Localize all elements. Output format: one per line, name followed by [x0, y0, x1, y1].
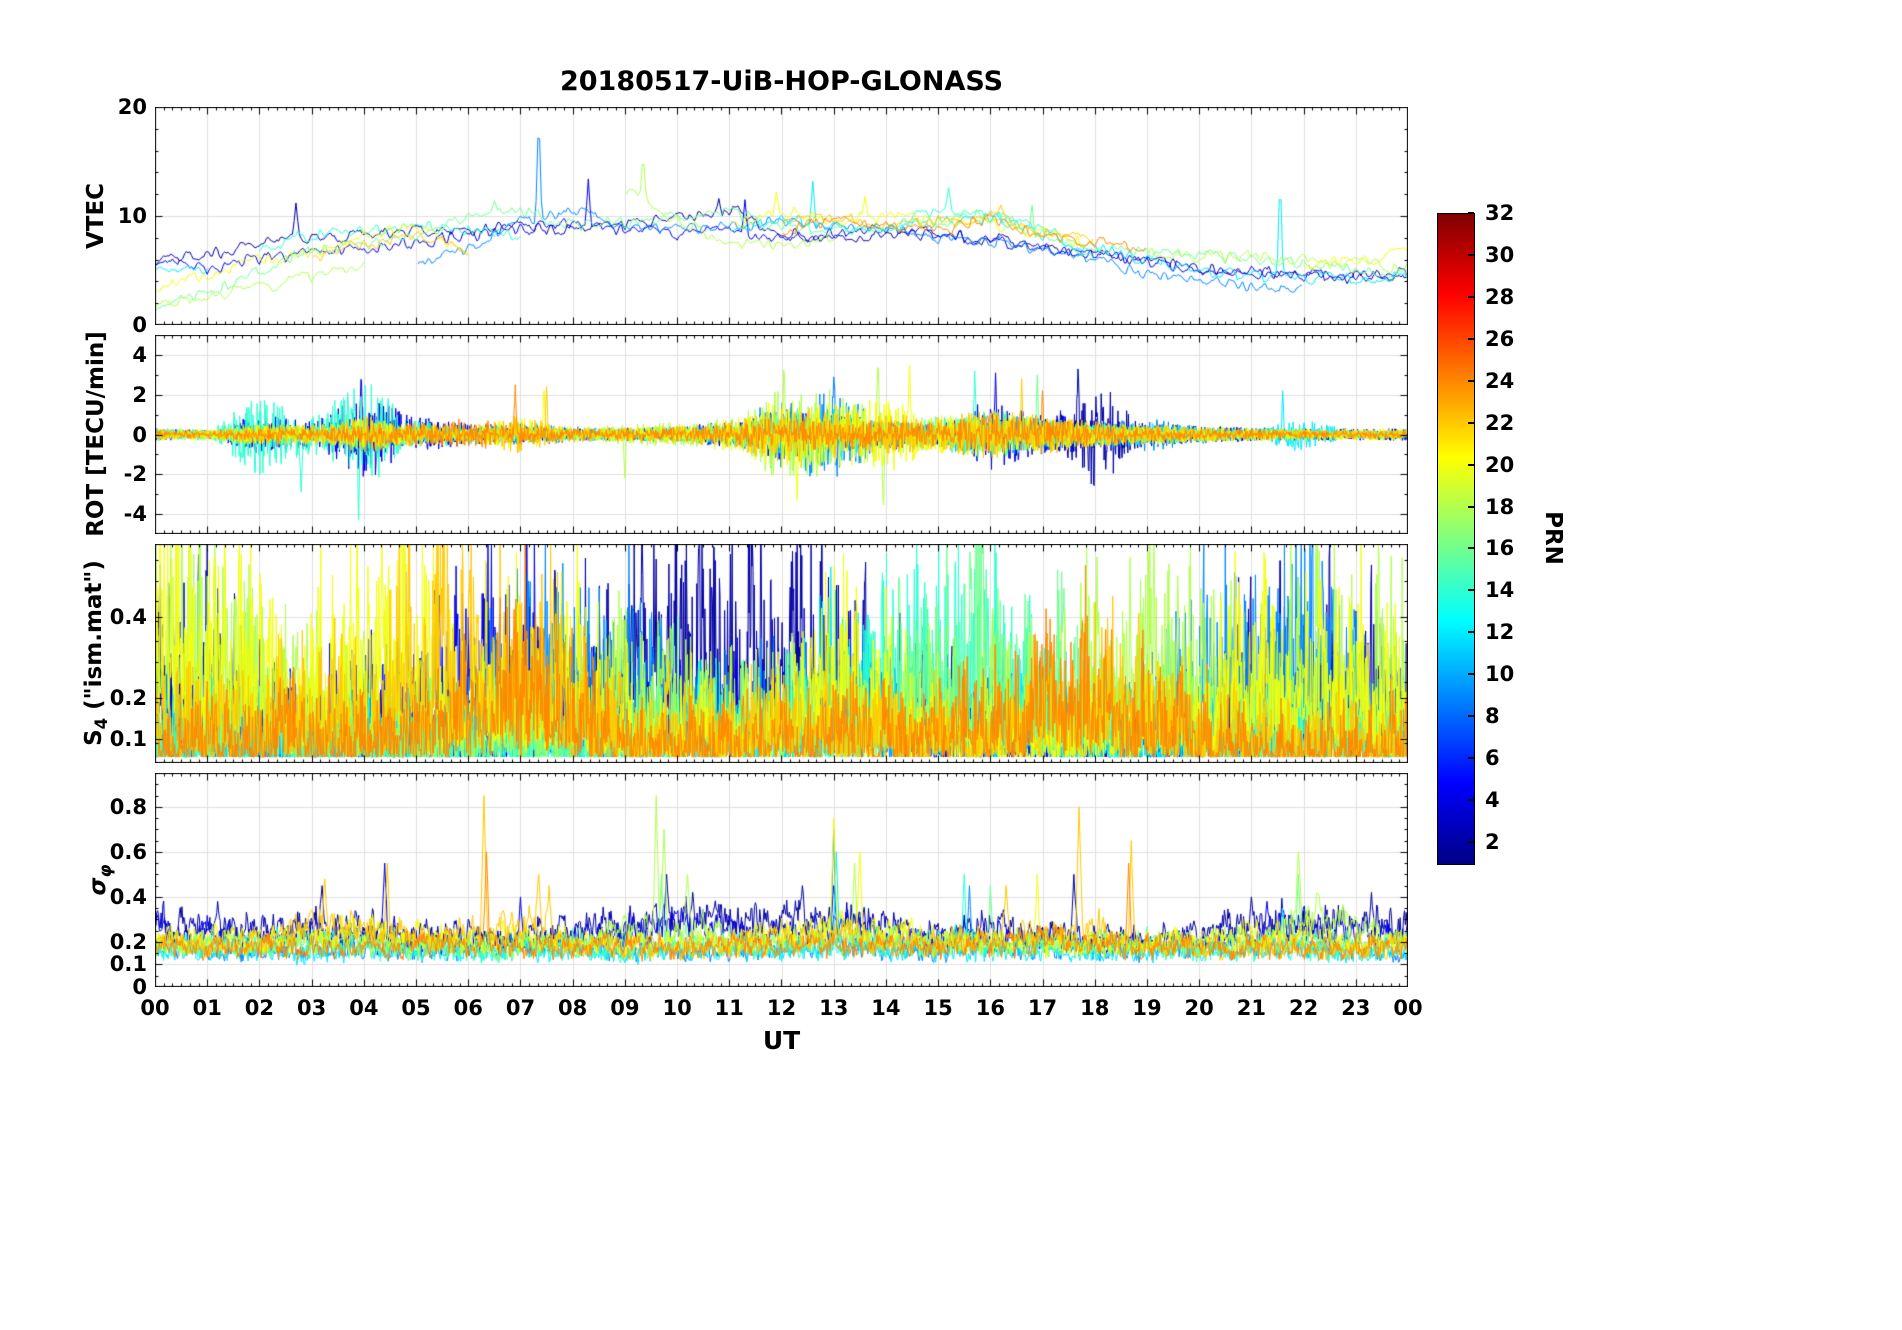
colorbar-tick-label: 8 — [1485, 704, 1500, 729]
y-tick-label: 0.1 — [109, 952, 147, 977]
colorbar-tick-label: 20 — [1485, 452, 1515, 477]
chart-title: 20180517-UiB-HOP-GLONASS — [559, 66, 1004, 97]
colorbar-tick-label: 16 — [1485, 536, 1515, 561]
colorbar-tick-mark — [1468, 337, 1474, 340]
colorbar-tick-label: 24 — [1485, 368, 1515, 393]
colorbar-tick-label: 30 — [1485, 242, 1515, 267]
y-tick-label: 4 — [132, 342, 147, 367]
colorbar-tick-label: 6 — [1485, 746, 1500, 771]
panel-rot — [155, 335, 1408, 534]
x-tick-label: 13 — [819, 996, 849, 1020]
y-tick-label: 2 — [132, 382, 147, 407]
colorbar-tick-mark — [1468, 673, 1474, 676]
colorbar-tick-label: 10 — [1485, 662, 1515, 687]
colorbar-tick-label: 26 — [1485, 326, 1515, 351]
y-tick-label: 0 — [132, 422, 147, 447]
y-tick-label: 0.2 — [109, 686, 147, 711]
colorbar-tick-mark — [1468, 421, 1474, 424]
y-tick-label: 0.6 — [109, 839, 147, 864]
vtec-plot-canvas — [155, 107, 1408, 325]
s4-axis-label: S4 ("ism.mat") — [81, 560, 111, 746]
x-axis-label: UT — [762, 1026, 801, 1055]
colorbar-axis-label: PRN — [1540, 511, 1566, 565]
colorbar-tick-mark — [1468, 547, 1474, 550]
colorbar-tick-label: 4 — [1485, 788, 1500, 813]
x-tick-label: 03 — [297, 996, 327, 1020]
x-tick-label: 07 — [505, 996, 536, 1020]
x-tick-label: 06 — [453, 996, 483, 1020]
y-tick-label: 0 — [132, 975, 147, 999]
x-tick-label: 10 — [662, 996, 692, 1020]
rot-plot-canvas — [155, 335, 1408, 534]
y-tick-label: 0.4 — [109, 605, 147, 629]
colorbar-tick-mark — [1468, 589, 1474, 592]
colorbar-tick-mark — [1468, 715, 1474, 718]
x-tick-label: 02 — [244, 996, 275, 1020]
sigma-phi-plot-canvas — [155, 773, 1408, 987]
x-tick-label: 16 — [975, 996, 1005, 1020]
x-tick-label: 00 — [140, 996, 170, 1020]
x-tick-label: 00 — [1393, 996, 1423, 1020]
colorbar-tick-mark — [1468, 463, 1474, 466]
colorbar-tick-label: 12 — [1485, 620, 1515, 645]
x-tick-label: 09 — [610, 996, 640, 1020]
x-tick-label: 12 — [766, 996, 797, 1020]
colorbar-tick-label: 2 — [1485, 830, 1500, 855]
x-tick-label: 18 — [1080, 996, 1110, 1020]
y-tick-label: 0.2 — [109, 929, 147, 954]
y-tick-label: 0.1 — [109, 726, 147, 751]
panel-s4 — [155, 544, 1408, 763]
colorbar-tick-mark — [1468, 295, 1474, 298]
y-tick-label: 20 — [117, 95, 147, 119]
x-tick-label: 15 — [923, 996, 953, 1020]
colorbar-tick-label: 28 — [1485, 284, 1515, 309]
y-tick-label: 0.4 — [109, 884, 147, 909]
panel-sigma-phi — [155, 773, 1408, 987]
y-tick-label: 0.8 — [109, 794, 147, 819]
colorbar-tick-mark — [1468, 841, 1474, 844]
y-tick-label: 10 — [117, 204, 147, 228]
x-tick-label: 04 — [349, 996, 379, 1020]
x-tick-label: 19 — [1132, 996, 1162, 1020]
x-tick-label: 08 — [558, 996, 588, 1020]
x-tick-label: 21 — [1236, 996, 1266, 1020]
colorbar-tick-mark — [1468, 379, 1474, 382]
x-tick-label: 20 — [1184, 996, 1214, 1020]
colorbar-tick-label: 32 — [1485, 201, 1515, 225]
x-tick-label: 14 — [871, 996, 901, 1020]
x-tick-label: 11 — [714, 996, 744, 1020]
colorbar-tick-label: 22 — [1485, 410, 1515, 435]
colorbar — [1437, 213, 1475, 865]
colorbar-tick-label: 14 — [1485, 578, 1515, 603]
y-tick-label: 0 — [132, 313, 147, 337]
y-tick-label: -2 — [123, 462, 147, 487]
x-tick-label: 05 — [401, 996, 431, 1020]
s4-plot-canvas — [155, 544, 1408, 763]
panel-vtec — [155, 107, 1408, 325]
colorbar-tick-mark — [1468, 799, 1474, 802]
colorbar-tick-mark — [1468, 757, 1474, 760]
colorbar-tick-mark — [1468, 631, 1474, 634]
y-tick-label: -4 — [123, 502, 147, 527]
colorbar-tick-mark — [1468, 505, 1474, 508]
x-tick-label: 22 — [1288, 996, 1319, 1020]
colorbar-tick-mark — [1468, 212, 1474, 214]
sigma-phi-axis-label-sub: φ — [95, 864, 115, 878]
x-tick-label: 23 — [1341, 996, 1371, 1020]
colorbar-tick-mark — [1468, 253, 1474, 256]
colorbar-tick-label: 18 — [1485, 494, 1515, 519]
x-tick-label: 01 — [192, 996, 222, 1020]
x-tick-label: 17 — [1027, 996, 1058, 1020]
